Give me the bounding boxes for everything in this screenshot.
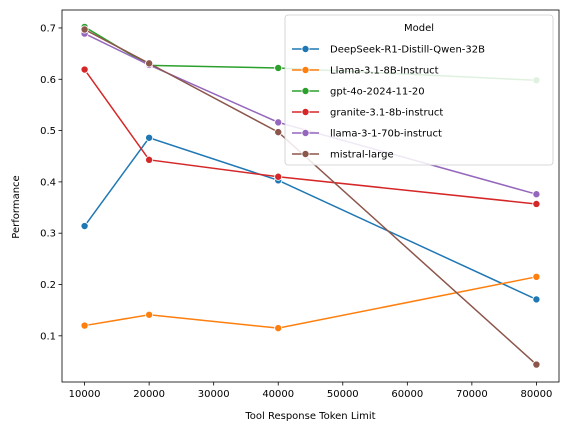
- legend-box: [284, 14, 554, 166]
- series-line-1: [84, 276, 537, 329]
- legend-swatch-marker: [301, 149, 310, 158]
- legend-entry-label: mistral-large: [330, 150, 394, 161]
- data-point: [274, 118, 283, 127]
- legend-swatch-marker: [301, 87, 310, 96]
- x-tick-label: 10000: [69, 389, 101, 400]
- legend-swatch-marker: [301, 66, 310, 75]
- data-point: [532, 295, 541, 304]
- legend-entry-label: llama-3-1-70b-instruct: [330, 129, 442, 140]
- data-point: [145, 310, 154, 319]
- legend-entry-label: Llama-3.1-8B-Instruct: [330, 66, 439, 77]
- x-tick-label: 50000: [327, 389, 359, 400]
- y-tick-label: 0.5: [40, 126, 56, 137]
- y-tick-label: 0.3: [40, 229, 56, 240]
- data-point: [532, 199, 541, 208]
- data-point: [532, 190, 541, 199]
- legend-swatch-marker: [301, 128, 310, 137]
- y-tick-label: 0.6: [40, 75, 56, 86]
- x-tick-label: 80000: [521, 389, 553, 400]
- x-tick-label: 20000: [133, 389, 165, 400]
- data-point: [80, 222, 89, 231]
- x-axis-label: Tool Response Token Limit: [244, 411, 375, 422]
- y-tick-label: 0.4: [40, 177, 56, 188]
- data-point: [532, 272, 541, 281]
- data-point: [145, 59, 154, 68]
- data-point: [145, 133, 154, 142]
- x-tick-label: 30000: [198, 389, 230, 400]
- x-tick-label: 40000: [262, 389, 294, 400]
- legend-title: Model: [404, 23, 434, 34]
- x-tick-label: 60000: [391, 389, 423, 400]
- data-point: [532, 360, 541, 369]
- x-tick-label: 70000: [456, 389, 488, 400]
- series-line-0: [83, 136, 537, 301]
- data-point: [80, 65, 89, 74]
- data-point: [274, 324, 283, 333]
- y-axis-label: Performance: [11, 175, 22, 238]
- legend-swatch-marker: [301, 108, 310, 117]
- legend-entry-label: granite-3.1-8b-instruct: [330, 108, 443, 119]
- legend-swatch-marker: [301, 45, 310, 54]
- y-tick-label: 0.1: [40, 331, 56, 342]
- legend-entry-label: gpt-4o-2024-11-20: [330, 87, 425, 98]
- data-point: [145, 155, 154, 164]
- data-point: [274, 172, 283, 181]
- y-tick-label: 0.2: [40, 280, 56, 291]
- legend-entry-label: DeepSeek-R1-Distill-Qwen-32B: [330, 45, 485, 56]
- series-line-5: [84, 28, 537, 366]
- data-point: [274, 63, 283, 72]
- data-point: [80, 25, 89, 34]
- data-point: [80, 321, 89, 330]
- data-point: [274, 128, 283, 137]
- series-line-3: [83, 69, 537, 205]
- plot-frame: [61, 9, 560, 383]
- y-tick-label: 0.7: [40, 23, 56, 34]
